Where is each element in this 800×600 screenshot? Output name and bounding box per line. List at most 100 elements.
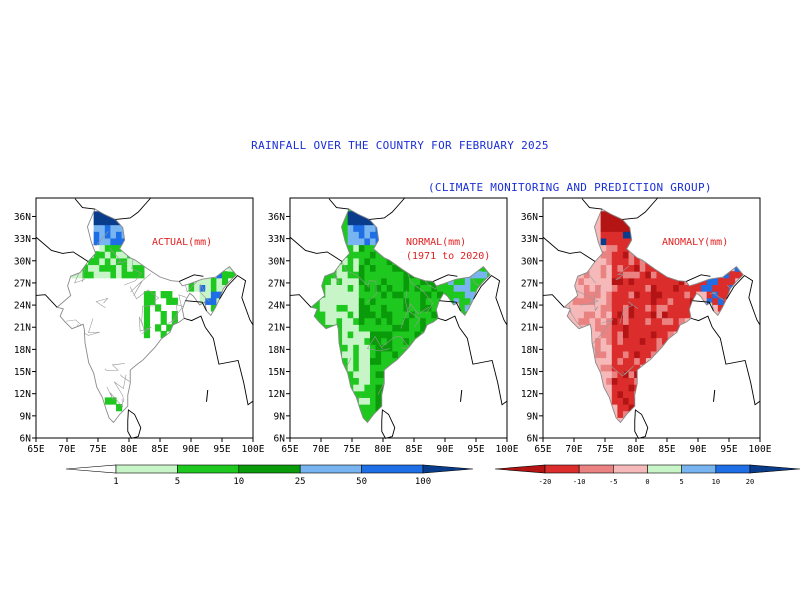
x-tick-label: 70E [312, 444, 329, 455]
colorbar-tick-label: 10 [233, 477, 244, 487]
colorbar-segment [613, 464, 648, 474]
colorbar-segment [647, 464, 682, 474]
panel-label: ACTUAL(mm) [152, 237, 212, 248]
colorbar-segment [715, 464, 751, 474]
map-panel-normal: 65E 70E 75E 80E 85E 90E 95E 100E 36N 33N 30N 27N 24N… [268, 197, 519, 455]
x-tick-label: 65E [281, 444, 298, 455]
x-tick-label: 70E [565, 444, 582, 455]
colorbar-segment [115, 464, 178, 474]
x-tick-label: 100E [242, 444, 265, 455]
panel-label: NORMAL(mm) [406, 237, 466, 248]
y-tick-label: 36N [268, 212, 285, 223]
x-tick-label: 70E [58, 444, 75, 455]
x-tick-label: 100E [496, 444, 519, 455]
y-tick-label: 27N [14, 278, 31, 289]
colorbar-segment [177, 464, 240, 474]
colorbar-min-triangle [494, 464, 546, 474]
colorbar-tick-label: 5 [175, 477, 180, 487]
x-tick-label: 90E [182, 444, 199, 455]
y-tick-label: 12N [268, 389, 285, 400]
figure-subtitle: (CLIMATE MONITORING AND PREDICTION GROUP… [428, 181, 712, 194]
y-tick-label: 6N [20, 434, 32, 445]
x-tick-label: 85E [658, 444, 675, 455]
y-tick-label: 15N [14, 367, 31, 378]
panel-label: (1971 to 2020) [406, 251, 490, 262]
x-tick-label: 95E [213, 444, 230, 455]
y-tick-label: 24N [268, 301, 285, 312]
x-tick-label: 65E [534, 444, 551, 455]
x-tick-label: 100E [749, 444, 772, 455]
colorbar-tick-label: 20 [746, 478, 754, 486]
colorbar-tick-label: 1 [113, 477, 118, 487]
y-tick-label: 18N [14, 345, 31, 356]
colorbar-tick-label: 100 [415, 477, 431, 487]
colorbar-max-triangle [749, 464, 800, 474]
x-tick-label: 85E [405, 444, 422, 455]
y-tick-label: 27N [521, 278, 538, 289]
neighbour-borders [289, 197, 508, 406]
y-tick-label: 18N [268, 345, 285, 356]
andaman-islands [460, 389, 463, 402]
sri-lanka [634, 409, 649, 439]
x-tick-label: 80E [120, 444, 137, 455]
y-tick-label: 9N [20, 411, 32, 422]
x-tick-label: 80E [374, 444, 391, 455]
colorbar-segment [238, 464, 301, 474]
andaman-islands [713, 389, 716, 402]
colorbar-tick-label: -5 [609, 478, 617, 486]
colorbar-tick-label: 50 [356, 477, 367, 487]
figure-title: RAINFALL OVER THE COUNTRY FOR FEBRUARY 2… [251, 139, 549, 152]
y-tick-label: 24N [14, 301, 31, 312]
y-tick-label: 6N [274, 434, 286, 445]
x-tick-label: 90E [436, 444, 453, 455]
x-tick-label: 75E [596, 444, 613, 455]
colorbar-segment [299, 464, 362, 474]
x-tick-label: 75E [343, 444, 360, 455]
y-tick-label: 33N [521, 234, 538, 245]
neighbour-borders [542, 197, 761, 406]
y-tick-label: 6N [527, 434, 539, 445]
y-tick-label: 30N [268, 256, 285, 267]
rainfall-field [319, 211, 491, 418]
colorbar-tick-label: -10 [573, 478, 586, 486]
colorbar-min-triangle [65, 464, 117, 474]
colorbar-segment [361, 464, 424, 474]
map-panel-anomaly: 65E 70E 75E 80E 85E 90E 95E 100E 36N 33N 30N 27N 24N… [521, 197, 772, 455]
colorbar-tick-label: 5 [680, 478, 684, 486]
panel-label: ANOMALY(mm) [662, 237, 728, 248]
map-panel-actual: 65E 70E 75E 80E 85E 90E 95E 100E 36N 33N 30N 27N 24N… [14, 197, 265, 455]
y-tick-label: 36N [14, 212, 31, 223]
y-tick-label: 9N [274, 411, 286, 422]
colorbar-segment [578, 464, 614, 474]
y-tick-label: 30N [14, 256, 31, 267]
y-tick-label: 21N [521, 323, 538, 334]
y-tick-label: 33N [268, 234, 285, 245]
colorbar-segment [544, 464, 580, 474]
x-tick-label: 85E [151, 444, 168, 455]
y-tick-label: 21N [14, 323, 31, 334]
y-tick-label: 21N [268, 323, 285, 334]
y-tick-label: 18N [521, 345, 538, 356]
colorbar-tick-label: 0 [645, 478, 649, 486]
y-tick-label: 15N [268, 367, 285, 378]
sri-lanka [381, 409, 396, 439]
colorbar-tick-label: 10 [712, 478, 720, 486]
y-tick-label: 15N [521, 367, 538, 378]
rainfall-colorbar: 1 5 10 25 50 100 [65, 464, 474, 487]
y-tick-label: 27N [268, 278, 285, 289]
x-tick-label: 95E [467, 444, 484, 455]
sri-lanka [127, 409, 142, 439]
x-tick-label: 75E [89, 444, 106, 455]
colorbar-tick-label: 25 [295, 477, 306, 487]
x-tick-label: 95E [720, 444, 737, 455]
x-tick-label: 90E [689, 444, 706, 455]
y-tick-label: 12N [14, 389, 31, 400]
neighbour-borders [35, 197, 254, 406]
y-tick-label: 30N [521, 256, 538, 267]
anomaly-colorbar: -20 -10 -5 0 5 10 20 [494, 464, 800, 486]
x-tick-label: 80E [627, 444, 644, 455]
y-tick-label: 9N [527, 411, 539, 422]
x-tick-label: 65E [27, 444, 44, 455]
y-tick-label: 33N [14, 234, 31, 245]
